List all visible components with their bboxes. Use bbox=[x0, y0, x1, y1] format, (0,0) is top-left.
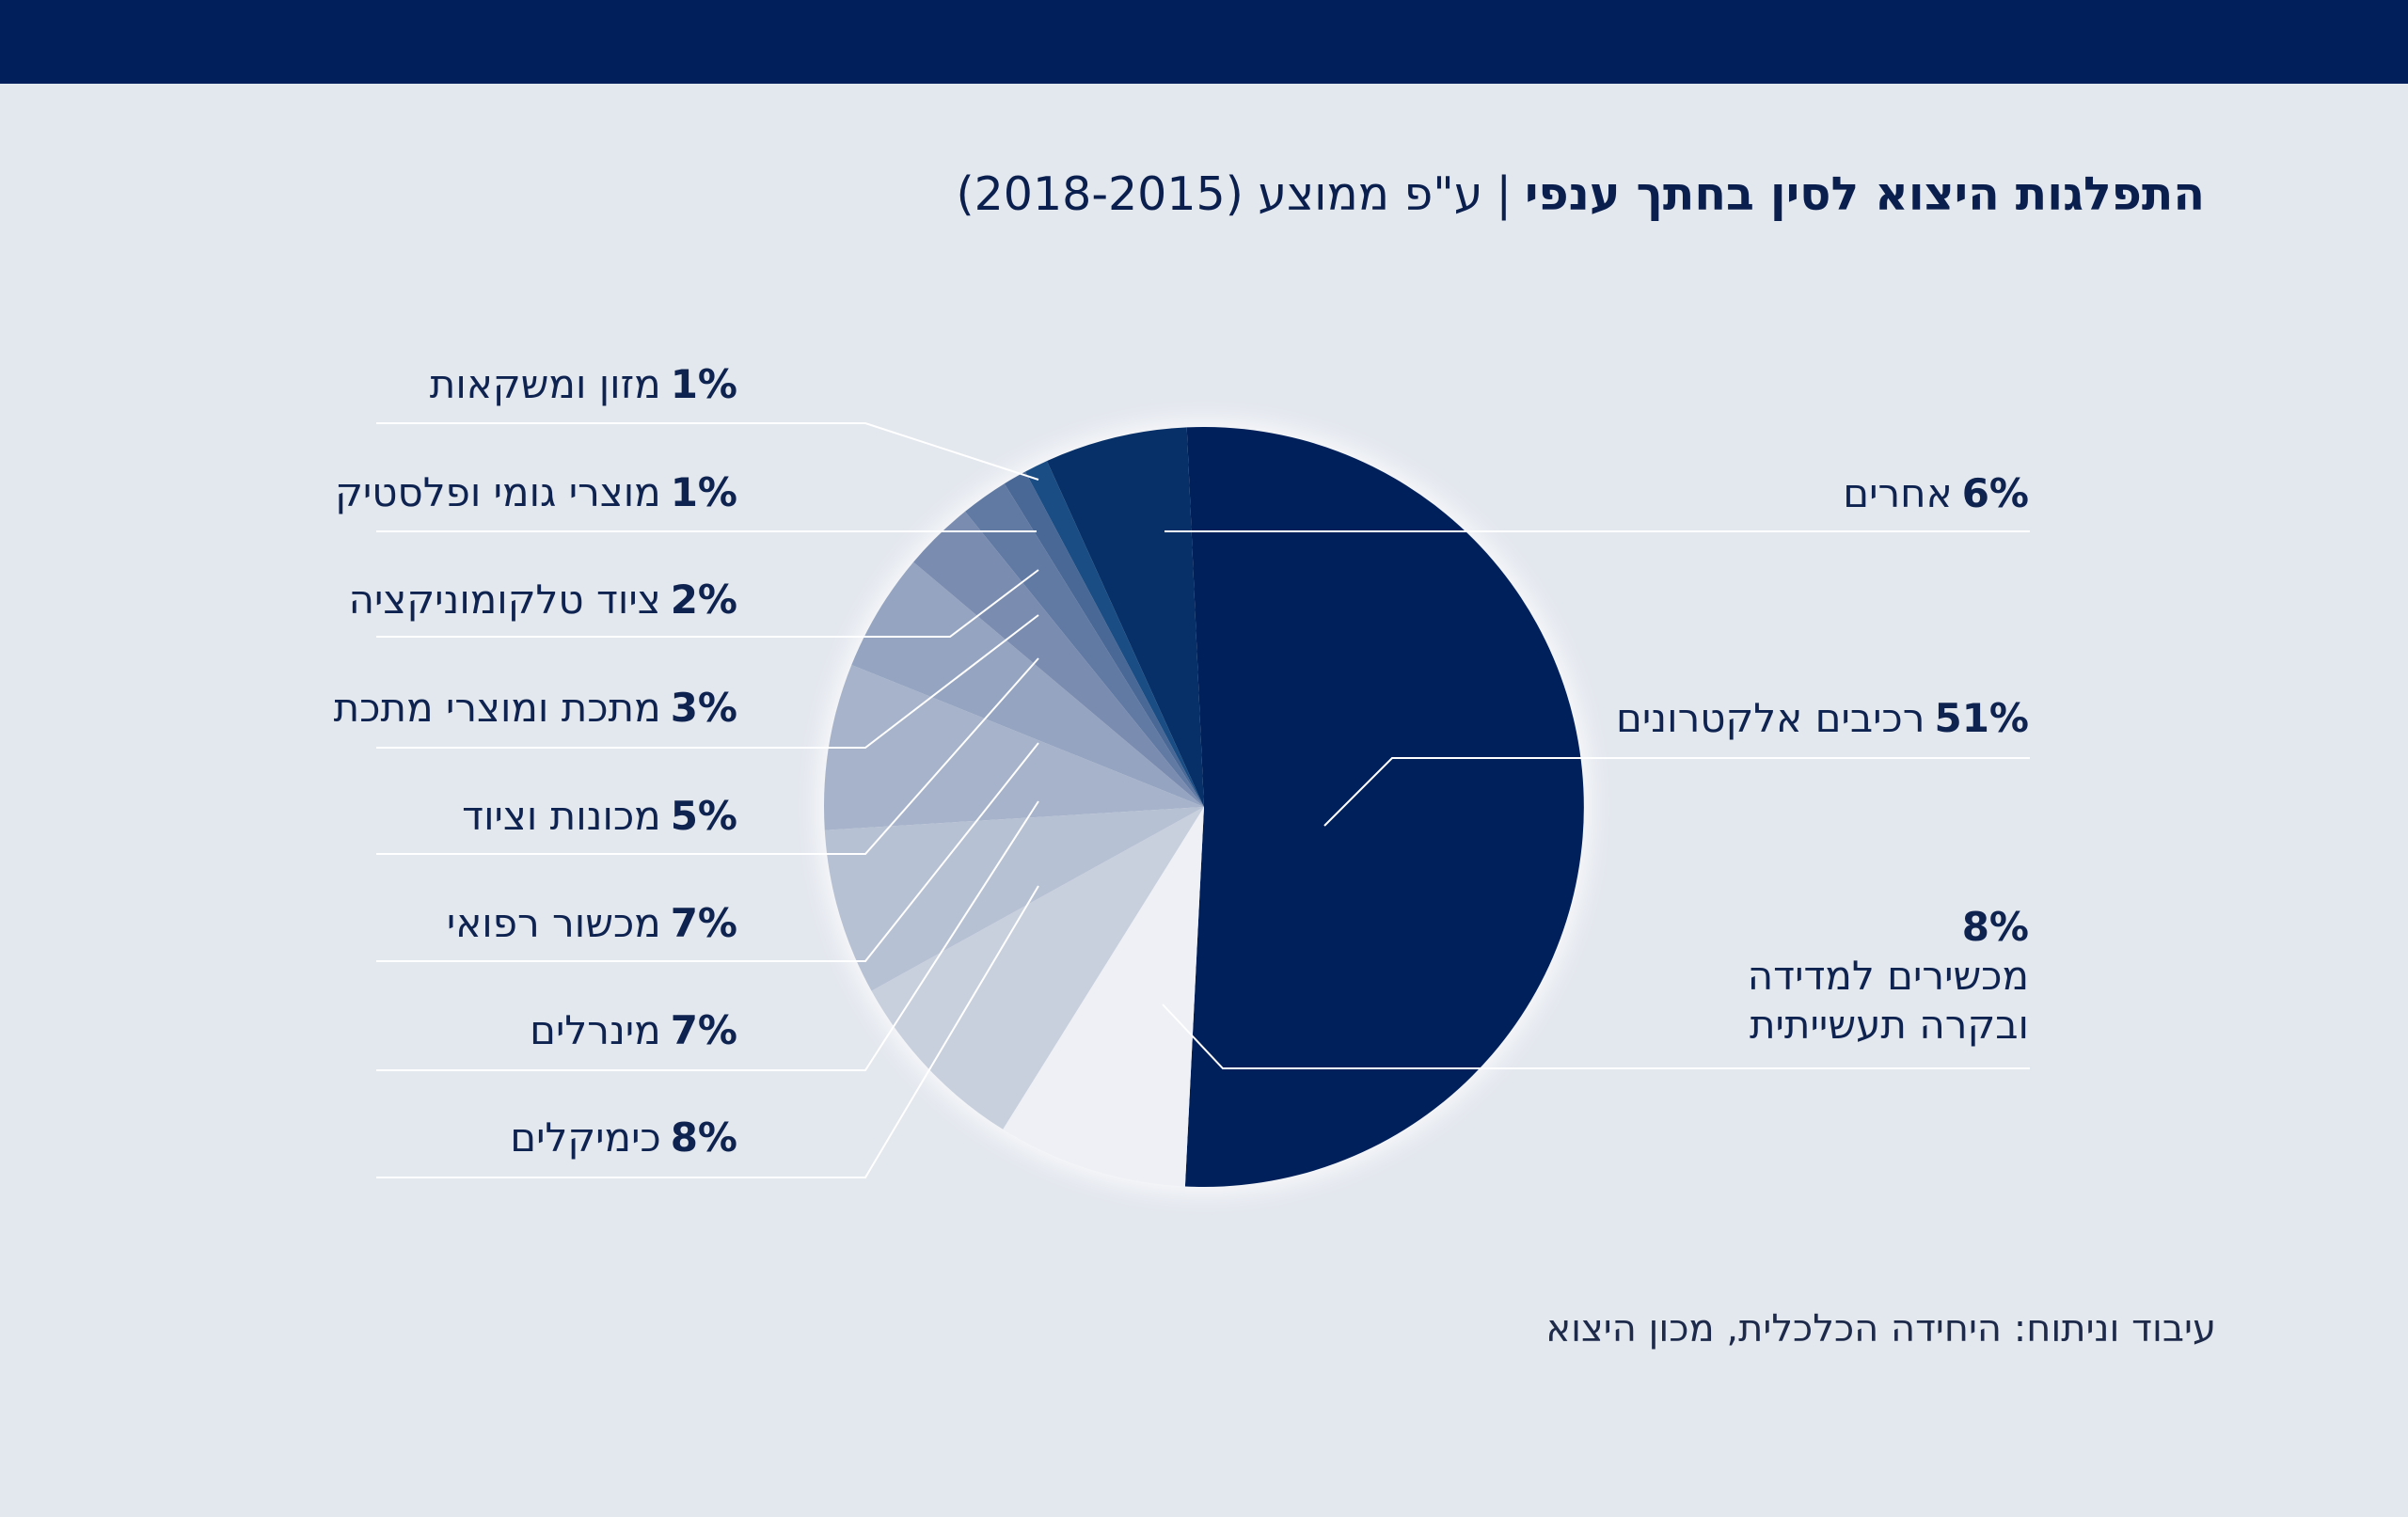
source-credit: עיבוד וניתוח: היחידה הכלכלית, מכון היצוא bbox=[1545, 1307, 2216, 1351]
label-measurement: 8% מכשירים למדידה ובקרה תעשייתית bbox=[1748, 903, 2029, 1050]
pie-slice bbox=[824, 807, 1204, 991]
leader-line bbox=[376, 422, 1039, 481]
leader-line bbox=[376, 614, 1039, 749]
label-electronics-text: רכיבים אלקטרונים bbox=[1616, 695, 1925, 741]
label-measurement-pct: 8% bbox=[1961, 904, 2029, 950]
label-medical-text: מכשור רפואי bbox=[446, 900, 661, 946]
pie-slice bbox=[1184, 426, 1584, 1187]
pie-slice bbox=[871, 807, 1204, 1130]
label-electronics: 51%רכיבים אלקטרונים bbox=[1616, 694, 2029, 743]
label-minerals-text: מינרלים bbox=[530, 1007, 661, 1053]
label-machinery: 5%מכונות וציוד bbox=[462, 792, 737, 841]
label-measurement-line1: מכשירים למדידה bbox=[1747, 953, 2029, 999]
label-rubber: 1%מוצרי גומי ופלסטיק bbox=[335, 468, 737, 517]
label-others-text: אחרים bbox=[1843, 470, 1953, 516]
pie-slices bbox=[824, 426, 1584, 1187]
title-main: התפלגות היצוא לסין בחתך ענפי bbox=[1524, 167, 2205, 221]
label-chemicals-pct: 8% bbox=[670, 1114, 737, 1161]
leader-line bbox=[376, 885, 1039, 1178]
label-medical: 7%מכשור רפואי bbox=[447, 899, 737, 948]
label-telecom-pct: 2% bbox=[670, 577, 737, 623]
leader-lines bbox=[376, 422, 2030, 1178]
leader-line bbox=[376, 657, 1039, 855]
label-chemicals-text: כימיקלים bbox=[510, 1114, 661, 1161]
leader-line bbox=[376, 569, 1039, 638]
pie-slice bbox=[851, 561, 1204, 807]
leader-line bbox=[1162, 1003, 2030, 1069]
label-metal-pct: 3% bbox=[670, 685, 737, 731]
label-minerals-pct: 7% bbox=[670, 1007, 737, 1053]
label-chemicals: 8%כימיקלים bbox=[510, 1114, 737, 1162]
label-measurement-line2: ובקרה תעשייתית bbox=[1749, 1002, 2029, 1048]
label-food: 1%מזון ומשקאות bbox=[430, 360, 737, 409]
label-electronics-pct: 51% bbox=[1934, 695, 2029, 741]
chart-title: התפלגות היצוא לסין בחתך ענפי|ע"פ ממוצע (… bbox=[957, 167, 2206, 223]
pie-slice bbox=[1025, 461, 1204, 807]
label-metal: 3%מתכת ומוצרי מתכת bbox=[334, 684, 737, 733]
top-banner bbox=[0, 0, 2408, 84]
leader-line bbox=[376, 742, 1039, 962]
label-machinery-text: מכונות וציוד bbox=[462, 793, 661, 839]
label-telecom-text: ציוד טלקומוניקציה bbox=[348, 577, 661, 623]
label-others-pct: 6% bbox=[1961, 470, 2029, 516]
leader-line bbox=[1323, 757, 2030, 827]
label-food-text: מזון ומשקאות bbox=[429, 361, 661, 407]
pie-slice bbox=[1003, 807, 1204, 1187]
label-machinery-pct: 5% bbox=[670, 793, 737, 839]
title-subtitle: ע"פ ממוצע (2018-2015) bbox=[956, 167, 1483, 221]
label-telecom: 2%ציוד טלקומוניקציה bbox=[349, 576, 737, 624]
label-food-pct: 1% bbox=[670, 361, 737, 407]
pie-slice bbox=[1047, 427, 1204, 807]
pie-slice bbox=[1004, 471, 1204, 807]
label-rubber-pct: 1% bbox=[670, 469, 737, 515]
title-separator: | bbox=[1496, 167, 1512, 221]
label-minerals: 7%מינרלים bbox=[530, 1006, 737, 1055]
pie-slice bbox=[965, 483, 1204, 807]
label-rubber-text: מוצרי גומי ופלסטיק bbox=[335, 469, 661, 515]
label-others: 6%אחרים bbox=[1843, 469, 2029, 518]
pie-slice bbox=[913, 511, 1204, 807]
label-medical-pct: 7% bbox=[670, 900, 737, 946]
leader-line bbox=[376, 800, 1039, 1071]
label-metal-text: מתכת ומוצרי מתכת bbox=[333, 685, 661, 731]
